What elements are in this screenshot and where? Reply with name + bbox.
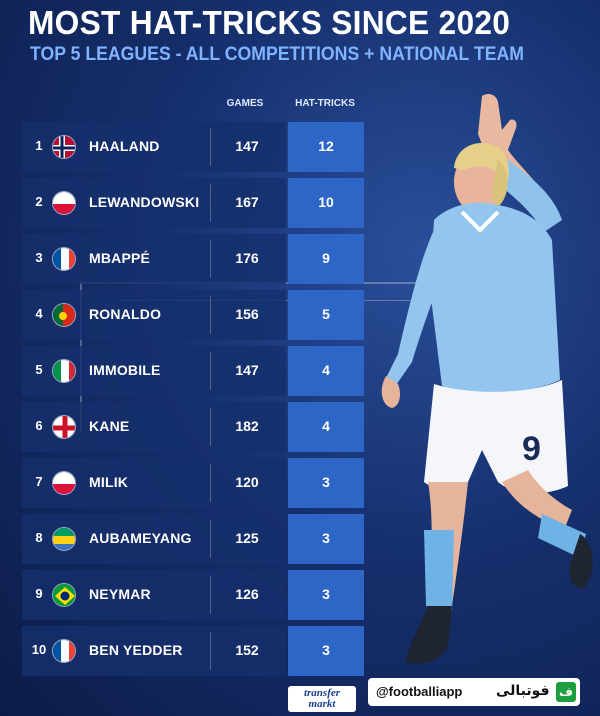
hattricks-value: 9 [322,250,330,266]
player-name: MILIK [89,474,129,490]
games-value: 156 [235,306,259,322]
hattricks-value: 10 [318,194,334,210]
table-row: 1 HAALAND 147 12 [22,122,364,172]
brand-name: فوتبالی [496,683,550,699]
games-value: 126 [235,586,259,602]
player-name: AUBAMEYANG [89,530,192,546]
player-name: LEWANDOWSKI [89,194,200,210]
player-name: NEYMAR [89,586,151,602]
games-value: 147 [235,362,259,378]
games-value: 120 [235,474,259,490]
logo-line-2: markt [308,698,336,710]
italy-flag-icon [52,359,76,383]
rank-number: 2 [35,194,43,209]
hattricks-column-header: HAT-TRICKS [295,98,355,109]
footballi-watermark: @footballiapp فوتبالی ف [368,678,580,706]
table-row: 7 MILIK 120 3 [22,458,364,508]
games-value: 182 [235,418,259,434]
table-row: 5 IMMOBILE 147 4 [22,346,364,396]
table-row: 6 KANE 182 4 [22,402,364,452]
gabon-flag-icon [52,527,76,551]
games-value: 152 [235,642,259,658]
social-handle: @footballiapp [376,684,463,699]
table-row: 10 BEN YEDDER 152 3 [22,626,364,676]
rank-number: 5 [35,362,43,377]
hattricks-value: 12 [318,138,334,154]
hattricks-value: 3 [322,474,330,490]
player-illustration: 9 [381,94,593,664]
hattricks-value: 3 [322,586,330,602]
player-name: MBAPPÉ [89,250,151,266]
games-value: 147 [235,138,259,154]
portugal-flag-icon [52,303,76,327]
hattricks-value: 4 [322,418,330,434]
rank-number: 6 [35,418,43,433]
logo-line-1: transfer [303,687,341,699]
player-name: HAALAND [89,138,160,154]
brazil-flag-icon [52,583,76,607]
hattricks-value: 5 [322,306,330,322]
transfermarkt-logo: transfer markt [288,686,356,712]
poland-flag-icon [52,191,76,215]
player-name: IMMOBILE [89,362,161,378]
player-name: RONALDO [89,306,162,322]
rank-number: 9 [35,586,43,601]
rank-number: 1 [35,138,43,153]
hattricks-value: 3 [322,530,330,546]
games-column-header: GAMES [226,98,264,109]
games-value: 167 [235,194,259,210]
hattricks-value: 3 [322,642,330,658]
france-flag-icon [52,639,76,663]
rank-number: 10 [31,642,47,657]
table-row: 9 NEYMAR 126 3 [22,570,364,620]
france-flag-icon [52,247,76,271]
england-flag-icon [52,415,76,439]
page-subtitle: TOP 5 LEAGUES - ALL COMPETITIONS + NATIO… [30,44,524,65]
svg-text:9: 9 [522,430,541,468]
rank-number: 8 [35,530,43,545]
poland-flag-icon [52,471,76,495]
table-row: 3 MBAPPÉ 176 9 [22,234,364,284]
footballi-logo-icon: ف [556,682,576,702]
rank-number: 7 [35,474,43,489]
games-value: 176 [235,250,259,266]
hattricks-value: 4 [322,362,330,378]
player-name: KANE [89,418,130,434]
games-value: 125 [235,530,259,546]
table-row: 2 LEWANDOWSKI 167 10 [22,178,364,228]
page-title: MOST HAT-TRICKS SINCE 2020 [28,4,511,41]
table-row: 8 AUBAMEYANG 125 3 [22,514,364,564]
rank-number: 3 [35,250,43,265]
table-row: 4 RONALDO 156 5 [22,290,364,340]
rank-number: 4 [35,306,43,321]
norway-flag-icon [52,135,76,159]
player-name: BEN YEDDER [89,642,183,658]
